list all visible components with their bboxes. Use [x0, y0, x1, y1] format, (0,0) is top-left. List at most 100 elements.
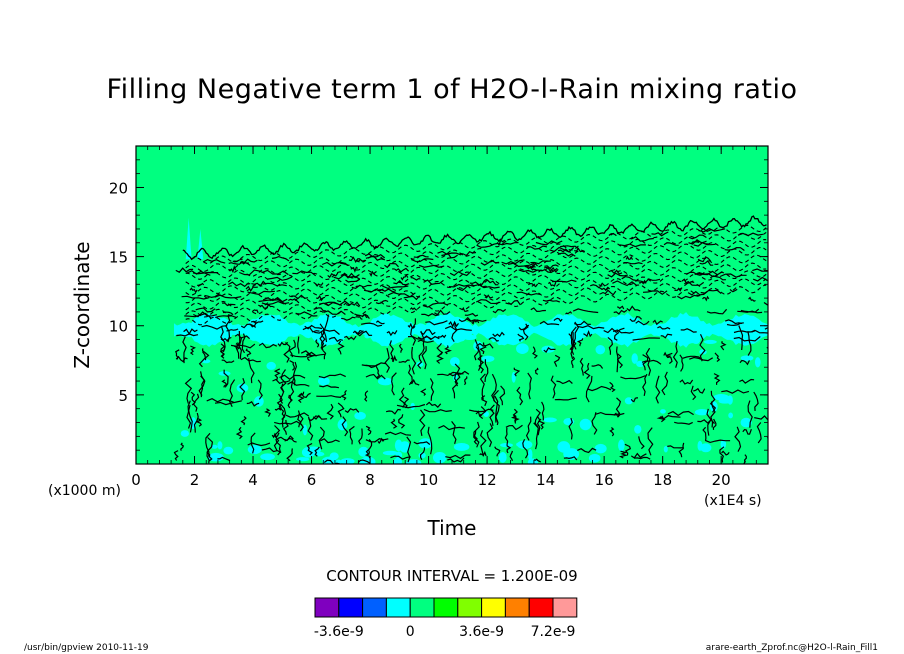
contour-line: [609, 427, 615, 437]
contour-line: [591, 364, 604, 369]
contour-line: [657, 326, 671, 330]
contour-line: [308, 415, 322, 422]
contour-line: [720, 341, 727, 351]
contour-line: [183, 328, 198, 335]
colorbar-swatch: [362, 597, 387, 618]
contour-line: [314, 446, 320, 457]
contour-line: [272, 378, 291, 385]
contour-line: [719, 446, 725, 463]
contour-line: [323, 314, 329, 343]
contour-line: [357, 459, 371, 464]
cyan-patch: [406, 459, 422, 464]
cyan-patch: [247, 444, 262, 455]
contour-line: [655, 375, 661, 404]
contour-line: [748, 296, 756, 302]
contour-line: [437, 250, 462, 256]
contour-line: [384, 347, 391, 373]
contour-line: [587, 385, 612, 392]
cyan-patch: [543, 417, 557, 423]
contour-line: [186, 400, 192, 429]
x-tick-label: 12: [478, 471, 497, 489]
contour-line: [398, 414, 406, 429]
contour-line: [314, 329, 340, 335]
contour-line: [609, 381, 616, 393]
contour-line: [501, 259, 525, 265]
contour-line: [665, 352, 673, 364]
contour-line: [200, 375, 205, 398]
y-tick-label: 20: [109, 179, 128, 197]
contour-line: [754, 415, 768, 421]
contour-line: [683, 280, 705, 286]
contour-line: [473, 283, 500, 289]
contour-line: [763, 302, 768, 306]
cyan-patch: [377, 377, 393, 386]
contour-line: [473, 430, 478, 445]
contour-line: [180, 442, 185, 451]
contour-line: [410, 258, 434, 263]
contour-line: [283, 342, 291, 363]
colorbar-label: 7.2e-9: [530, 624, 576, 640]
colorbar-swatch: [481, 597, 506, 618]
cyan-patch: [358, 446, 369, 457]
contour-line: [418, 264, 444, 268]
cyan-patch: [728, 412, 734, 419]
contour-line: [364, 390, 369, 402]
contour-line: [532, 346, 538, 359]
contour-line: [234, 333, 251, 340]
contour-line: [173, 450, 179, 461]
contour-line: [351, 284, 372, 290]
contour-line: [198, 371, 206, 396]
contour-line: [697, 418, 715, 425]
contour-line: [702, 295, 710, 302]
contour-line: [536, 415, 541, 436]
contour-line: [529, 267, 537, 271]
colorbar-swatch: [552, 597, 578, 618]
contour-line: [290, 351, 317, 358]
contour-line: [297, 391, 305, 404]
contour-line: [511, 414, 520, 423]
contour-line: [434, 309, 451, 316]
contour-line: [663, 242, 679, 246]
contour-line: [238, 337, 243, 360]
contour-line: [721, 389, 750, 394]
contour-line: [315, 339, 319, 348]
contour-line: [206, 451, 213, 464]
contour-line: [417, 339, 434, 343]
contour-line: [403, 396, 410, 409]
contour-line: [476, 242, 499, 248]
contour-line: [489, 404, 495, 427]
contour-line: [619, 450, 629, 459]
contour-line: [206, 437, 214, 461]
colorbar-label: 3.6e-9: [459, 624, 505, 640]
contour-line: [337, 402, 345, 418]
contour-line: [516, 291, 542, 296]
contour-line: [690, 385, 697, 401]
contour-line: [463, 376, 468, 386]
contour-line: [267, 276, 293, 281]
colorbar-swatch: [409, 597, 435, 618]
contour-line: [214, 294, 242, 299]
contour-line: [396, 403, 426, 409]
y-axis-unit: (x1000 m): [48, 483, 121, 499]
contour-line: [534, 408, 541, 428]
contour-line: [734, 426, 742, 452]
contour-interval-label: CONTOUR INTERVAL = 1.200E-09: [326, 567, 578, 585]
contour-line: [632, 337, 660, 341]
contour-line: [568, 417, 573, 440]
contour-line: [195, 307, 216, 313]
contour-line: [518, 324, 530, 331]
contour-line: [549, 246, 575, 253]
contour-line: [638, 436, 645, 450]
contour-line: [390, 418, 398, 429]
contour-line: [712, 418, 717, 430]
contour-line: [417, 352, 423, 369]
contour-line: [615, 346, 619, 373]
contour-line: [228, 379, 236, 408]
contour-line: [688, 234, 707, 240]
contour-line: [496, 239, 507, 247]
contour-line: [185, 254, 767, 296]
contour-line: [697, 256, 712, 263]
contour-line: [298, 392, 311, 398]
contour-line: [348, 425, 355, 445]
y-tick-label: 5: [118, 387, 128, 405]
